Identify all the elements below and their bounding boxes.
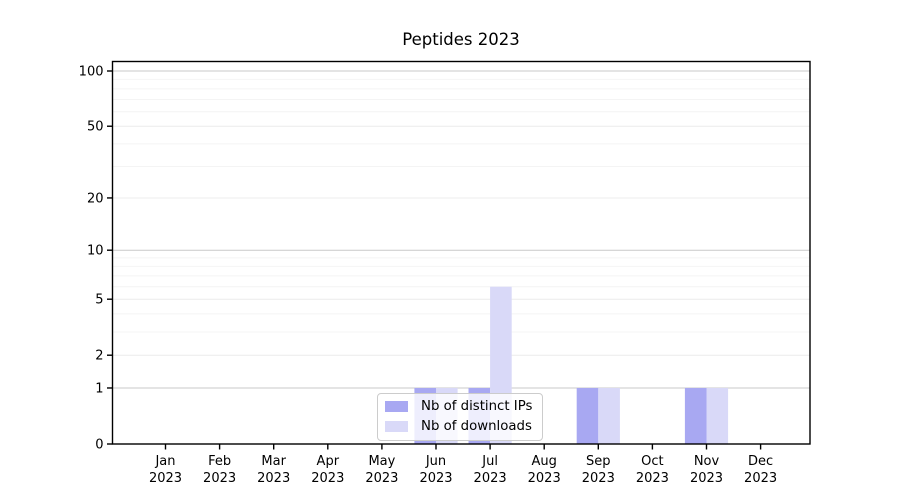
x-tick-label-month: Apr [317,454,340,469]
legend-item-distinct-ips: Nb of distinct IPs [385,400,532,413]
legend-label-distinct-ips: Nb of distinct IPs [421,399,533,414]
x-tick-label-year: 2023 [690,471,723,486]
legend-item-downloads: Nb of downloads [385,419,532,435]
x-tick-label-year: 2023 [636,471,669,486]
x-tick-label-year: 2023 [203,471,236,486]
x-tick-label-month: Jul [481,454,498,469]
legend-swatch-downloads [385,421,408,433]
x-tick-label-year: 2023 [528,471,561,486]
legend-swatch-distinct-ips [385,401,408,413]
bar-nb-of-distinct-ips [684,387,707,444]
x-tick-label-year: 2023 [419,471,452,486]
y-tick-label: 50 [87,120,104,135]
x-tick-label-year: 2023 [257,471,290,486]
x-tick-label-year: 2023 [149,471,182,486]
x-tick-label-month: Aug [532,454,557,469]
legend-label-downloads: Nb of downloads [421,419,532,435]
x-tick-label-year: 2023 [582,471,615,486]
y-tick-label: 20 [87,191,104,206]
x-tick-label-month: Mar [261,454,286,469]
x-tick-label-month: Dec [748,454,773,469]
plot-border [111,60,811,445]
y-tick-label: 5 [95,293,103,308]
x-tick-label-month: Feb [208,454,231,469]
x-tick-label-year: 2023 [311,471,344,486]
chart-title: Peptides 2023 [402,30,520,49]
x-tick-label-year: 2023 [365,471,398,486]
x-tick-label-year: 2023 [744,471,777,486]
bar-nb-of-downloads [706,387,729,444]
y-tick-label: 2 [95,349,103,364]
y-tick-label: 0 [95,438,103,453]
x-tick-label-year: 2023 [474,471,507,486]
x-tick-label-month: Jan [154,454,175,469]
x-tick-label-month: Sep [586,454,611,469]
x-tick-label-month: Nov [694,454,720,469]
bar-nb-of-downloads [598,387,620,444]
y-tick-label: 10 [87,244,104,259]
legend: Nb of distinct IPs Nb of downloads [377,393,544,441]
y-tick-label: 1 [95,381,103,396]
y-tick-label: 100 [79,65,104,80]
x-tick-label-month: Oct [641,454,663,469]
bar-nb-of-distinct-ips [576,387,599,444]
x-tick-label-month: May [368,454,395,469]
x-tick-label-month: Jun [425,454,446,469]
